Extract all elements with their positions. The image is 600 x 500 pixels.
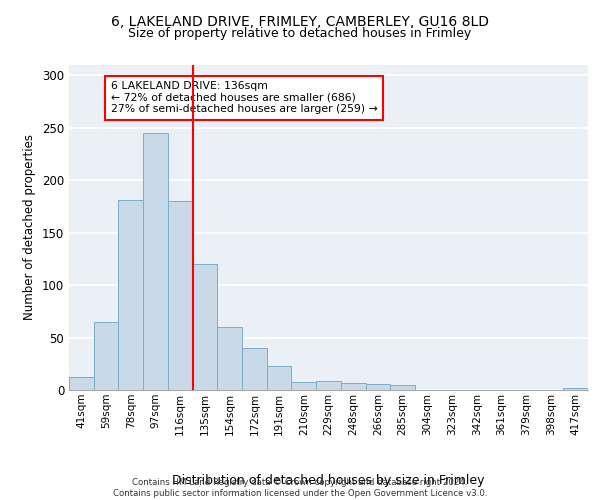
Bar: [563, 388, 588, 390]
Bar: [365, 384, 390, 390]
Bar: [292, 382, 316, 390]
Bar: [341, 382, 365, 390]
Bar: [168, 202, 193, 390]
Bar: [217, 327, 242, 390]
X-axis label: Distribution of detached houses by size in Frimley: Distribution of detached houses by size …: [172, 474, 485, 487]
Bar: [94, 322, 118, 390]
Bar: [242, 348, 267, 390]
Bar: [390, 385, 415, 390]
Bar: [143, 133, 168, 390]
Bar: [316, 380, 341, 390]
Text: 6 LAKELAND DRIVE: 136sqm
← 72% of detached houses are smaller (686)
27% of semi-: 6 LAKELAND DRIVE: 136sqm ← 72% of detach…: [110, 81, 377, 114]
Text: Size of property relative to detached houses in Frimley: Size of property relative to detached ho…: [128, 28, 472, 40]
Bar: [118, 200, 143, 390]
Bar: [193, 264, 217, 390]
Bar: [69, 378, 94, 390]
Y-axis label: Number of detached properties: Number of detached properties: [23, 134, 37, 320]
Text: 6, LAKELAND DRIVE, FRIMLEY, CAMBERLEY, GU16 8LD: 6, LAKELAND DRIVE, FRIMLEY, CAMBERLEY, G…: [111, 15, 489, 29]
Text: Contains HM Land Registry data © Crown copyright and database right 2024.
Contai: Contains HM Land Registry data © Crown c…: [113, 478, 487, 498]
Bar: [267, 366, 292, 390]
